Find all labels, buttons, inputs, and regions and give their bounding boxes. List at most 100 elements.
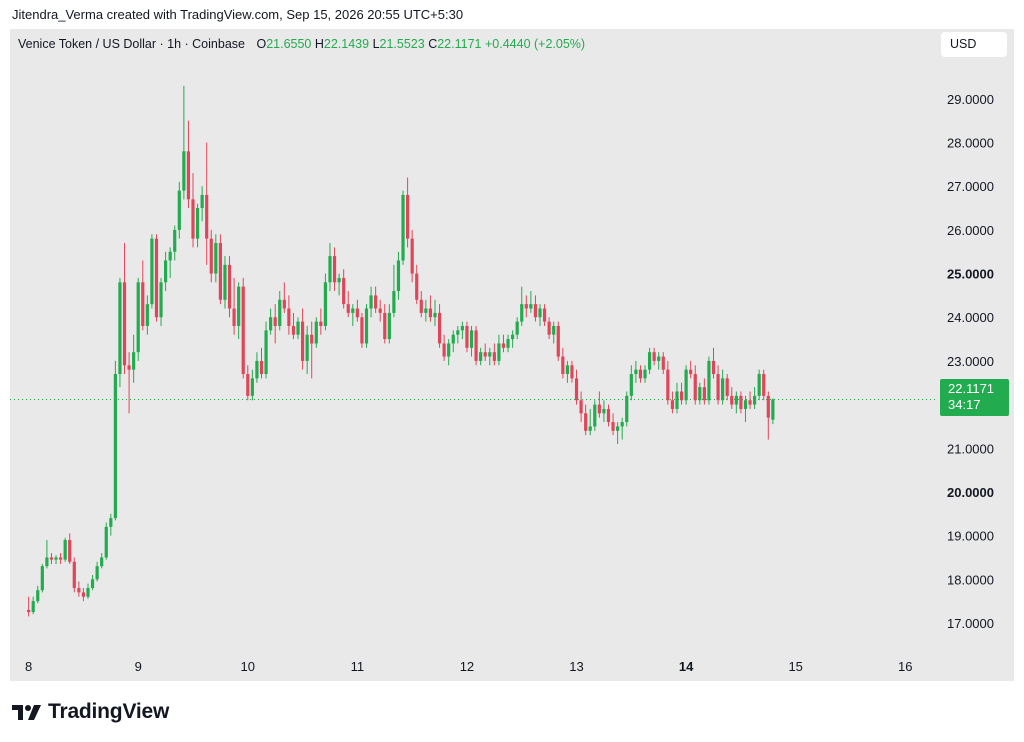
y-tick-label: 19.0000 [947,529,994,544]
candle-body [273,317,277,326]
symbol-title[interactable]: Venice Token / US Dollar · 1h · Coinbase [18,37,245,51]
candle-body [113,374,117,519]
candle-body [27,609,31,613]
candle-body [766,395,770,418]
candle-body [451,334,455,344]
candle-body [118,282,122,375]
candle-body [77,588,81,593]
candle-body [191,199,195,239]
candle-body [497,343,501,361]
candle-body [49,557,54,560]
brand-name: TradingView [48,700,170,723]
candle-body [638,369,643,379]
candle-body [31,601,35,613]
candle-body [369,295,373,309]
candle-body [291,325,296,335]
candle-body [145,304,149,326]
x-tick-label: 15 [788,659,802,674]
x-tick-label: 9 [135,659,142,674]
candle-body [150,238,154,305]
candle-body [104,526,108,558]
candle-body [401,194,405,261]
candle-body [456,330,460,335]
candle-body [433,312,437,318]
candle-body [734,395,738,405]
y-tick-label: 18.0000 [947,572,994,587]
candle-body [743,400,748,409]
candle-body [154,238,159,318]
candle-body [296,321,300,335]
candle-body [657,356,661,361]
high-key: H [314,37,324,51]
candle-body [314,321,318,344]
high-value: 22.1439 [323,37,370,51]
candle-body [319,321,323,326]
candle-body [58,557,63,560]
candle-body [556,325,560,357]
y-tick-label: 25.0000 [947,267,994,282]
x-tick-label: 13 [569,659,583,674]
y-tick-label: 27.0000 [947,179,994,194]
candle-body [520,304,524,322]
candle-body [195,208,200,239]
candle-body [332,256,337,283]
candle-body [200,194,204,209]
last-price-tag: 22.1171 34:17 [940,379,1009,416]
currency-button[interactable]: USD [941,32,1007,57]
candle-body [132,352,136,370]
candle-body [483,352,487,357]
candle-body [625,395,629,423]
candle-body [218,243,222,300]
open-value: 21.6550 [266,37,312,51]
candle-body [328,256,332,283]
candle-body [702,387,706,401]
chart-credit: Jitendra_Verma created with TradingView.… [12,7,464,22]
candle-body [410,238,414,274]
low-value: 21.5523 [379,37,425,51]
candle-body [643,369,647,379]
candle-body [40,566,44,591]
candlestick-chart[interactable]: 17.000018.000019.000020.000021.000022.00… [10,29,1014,681]
candle-body [223,264,227,300]
chart-area[interactable] [10,29,1014,681]
y-tick-label: 24.0000 [947,310,994,325]
candle-body [606,408,611,423]
x-tick-label: 12 [460,659,474,674]
candle-body [689,369,693,375]
candle-body [684,369,688,401]
candle-body [670,400,675,409]
candle-body [771,399,775,420]
candle-body [474,330,478,361]
candle-body [54,557,58,560]
candle-body [730,395,734,405]
close-value: 22.1171 [437,37,482,51]
candle-body [492,352,496,361]
candle-body [707,360,711,401]
candle-body [241,286,245,375]
candle-body [529,304,533,309]
candle-body [278,299,282,326]
candle-body [711,360,716,375]
candle-body [647,352,652,370]
tradingview-logo[interactable]: TradingView [12,700,169,724]
candle-body [250,378,254,396]
candle-body [168,251,172,261]
candle-body [716,374,720,401]
x-tick-label: 8 [25,659,32,674]
y-tick-label: 20.0000 [947,485,994,500]
candle-body [620,422,624,427]
candle-body [442,343,446,357]
candle-body [652,352,656,361]
candle-body [136,282,140,353]
candle-body [232,308,236,326]
y-tick-label: 21.0000 [947,441,994,456]
open-key: O [256,37,267,51]
candle-body [460,325,464,331]
candle-body [374,295,378,309]
candle-body [661,356,665,370]
candle-body [593,404,597,427]
candle-body [255,360,259,379]
candle-body [177,190,181,230]
ohlc-legend: Venice Token / US Dollar · 1h · Coinbase… [18,37,585,51]
candle-body [342,277,346,305]
